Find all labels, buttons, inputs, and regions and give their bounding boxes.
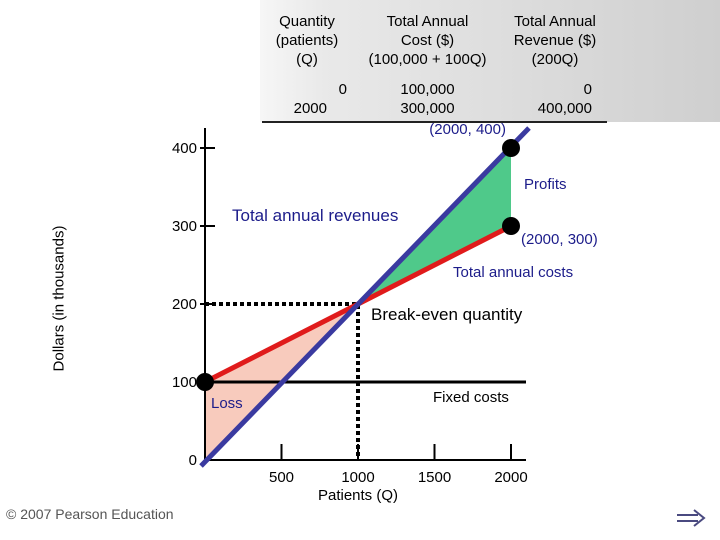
break-even-guide — [205, 302, 360, 460]
x-tick-label: 500 — [269, 469, 294, 486]
table-cell: 0 — [338, 81, 347, 98]
table-header-revenue-line1: Total Annual — [514, 13, 596, 30]
table-header-revenue-line2: Revenue ($) — [513, 32, 597, 49]
table-header-revenue: Total Annual Revenue ($) (200Q) — [500, 12, 610, 69]
table-col-quantity: 0 2000 — [262, 80, 352, 118]
y-tick-label: 300 — [172, 218, 197, 235]
copyright-text: © 2007 Pearson Education — [6, 506, 174, 522]
table-col-cost: 100,000 300,000 — [355, 80, 500, 118]
table-header-quantity-line1: Quantity — [279, 13, 335, 30]
x-axis-label: Patients (Q) — [318, 487, 398, 504]
x-tick-label: 1000 — [341, 469, 374, 486]
table-header-quantity: Quantity (patients) (Q) — [262, 12, 352, 69]
table-cell: 300,000 — [400, 100, 455, 117]
table-header-quantity-line2: (patients) — [275, 32, 339, 49]
point-label: (2000, 400) — [429, 121, 506, 138]
header-band-cut — [0, 0, 260, 122]
table-header-quantity-line3: (Q) — [296, 51, 318, 68]
table-cell: 2000 — [293, 100, 327, 117]
series-line-total-revenues — [199, 126, 531, 468]
table-col-revenue: 0 400,000 — [500, 80, 592, 118]
table-cell: 0 — [583, 81, 592, 98]
annotation-break-even: Break-even quantity — [371, 305, 523, 324]
table-rule — [262, 121, 607, 123]
annotation-loss: Loss — [211, 395, 243, 412]
right-arrow-icon[interactable] — [676, 508, 706, 528]
annotation-profits: Profits — [524, 176, 567, 193]
table-cell: 100,000 — [400, 81, 455, 98]
table-header-cost: Total Annual Cost ($) (100,000 + 100Q) — [355, 12, 500, 69]
table-header-cost-line1: Total Annual — [386, 13, 469, 30]
y-tick-label: 0 — [189, 452, 197, 469]
y-tick-label: 200 — [172, 296, 197, 313]
data-point — [502, 217, 520, 235]
annotation-costs: Total annual costs — [453, 264, 573, 281]
data-point — [196, 373, 214, 391]
data-point — [502, 139, 520, 157]
y-tick-label: 400 — [172, 140, 197, 157]
y-tick-label: 100 — [172, 374, 197, 391]
x-tick-label: 2000 — [494, 469, 527, 486]
table-header-cost-line3: (100,000 + 100Q) — [368, 51, 487, 68]
table-header-revenue-line3: (200Q) — [531, 51, 579, 68]
annotation-fixed-costs: Fixed costs — [433, 389, 509, 406]
point-label: (2000, 300) — [521, 231, 598, 248]
x-tick-label: 1500 — [418, 469, 451, 486]
annotation-revenues: Total annual revenues — [232, 206, 398, 225]
table-header-cost-line2: Cost ($) — [400, 32, 455, 49]
table-cell: 400,000 — [537, 100, 592, 117]
